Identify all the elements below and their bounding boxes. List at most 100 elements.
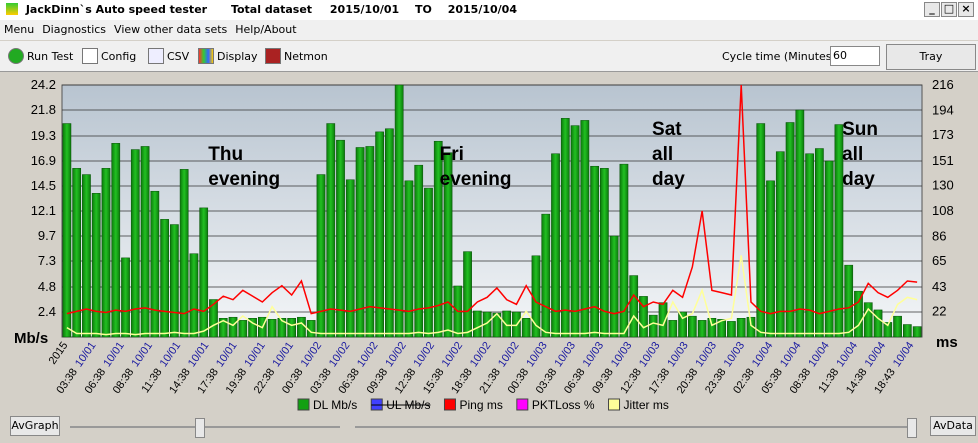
icon — [148, 48, 164, 64]
legend-swatch — [608, 398, 621, 411]
menu-item[interactable]: Diagnostics — [42, 23, 107, 36]
x-time: 03:38 — [54, 366, 80, 395]
x-time: 06:38 — [83, 366, 109, 395]
legend-item: UL Mb/s — [370, 398, 431, 412]
x-date: 10/02 — [299, 340, 325, 369]
bar — [609, 235, 619, 338]
close[interactable]: × — [958, 2, 974, 17]
slider-track — [355, 426, 915, 428]
x-time: 23:38 — [703, 366, 729, 395]
tray-button[interactable]: Tray — [886, 44, 976, 70]
y-tick-label: 24.2 — [31, 77, 56, 92]
dataset: Total dataset — [230, 3, 313, 16]
x-time: 14:38 — [844, 366, 870, 395]
bar — [248, 318, 257, 338]
x-time: 09:38 — [365, 366, 391, 395]
annotation: Sun all day — [842, 119, 878, 190]
annotation-line: Sun — [842, 119, 878, 140]
y2-tick-label: 86 — [932, 229, 946, 244]
tool[interactable]: Netmon — [265, 48, 328, 64]
bar — [414, 164, 424, 338]
x-date: 10/03 — [524, 340, 550, 369]
bar — [590, 165, 599, 338]
menu-item[interactable]: View other data sets — [114, 23, 228, 36]
bar — [893, 315, 902, 338]
y2-tick-label: 151 — [932, 153, 954, 168]
x-date: 10/02 — [327, 340, 353, 369]
x-date: 10/03 — [722, 340, 748, 369]
annotation-line: evening — [440, 169, 512, 190]
minimize[interactable]: _ — [924, 2, 940, 17]
y2-tick-label: 43 — [932, 279, 946, 294]
x-time: 21:38 — [477, 366, 503, 395]
label: Run Test — [27, 49, 74, 63]
x-time: 08:38 — [788, 366, 814, 395]
x-date: 10/03 — [552, 340, 578, 369]
menu-item[interactable]: Menu — [4, 23, 35, 36]
bar — [101, 168, 111, 338]
avdata-button[interactable]: AvData — [930, 416, 976, 436]
bar — [766, 180, 775, 338]
legend-label: PKTLoss % — [532, 398, 595, 412]
y-tick-label: 14.5 — [31, 178, 56, 193]
bar — [287, 318, 297, 338]
annotation: Fri evening — [440, 144, 512, 190]
x-time: 14:38 — [167, 366, 193, 395]
bar — [795, 109, 805, 338]
x-date: 10/02 — [411, 340, 437, 369]
bar — [111, 143, 121, 338]
x-date: 10/01 — [73, 340, 99, 369]
x-time: 06:38 — [336, 366, 362, 395]
window-controls: _ □ × — [924, 2, 974, 17]
cycle-input[interactable]: 60 — [830, 46, 880, 66]
y2-tick-label: 173 — [932, 127, 954, 142]
slider-track — [70, 426, 340, 428]
bar — [502, 310, 512, 338]
icon — [8, 48, 24, 64]
bar — [775, 151, 785, 338]
bar — [385, 128, 394, 338]
bar — [316, 174, 326, 338]
x-date: 10/01 — [186, 340, 212, 369]
bar — [668, 320, 678, 338]
x-date: 10/04 — [750, 340, 776, 369]
bar — [707, 318, 717, 338]
slider-thumb[interactable] — [907, 418, 917, 438]
bar — [912, 326, 922, 338]
bar — [687, 315, 697, 338]
bar — [551, 153, 560, 338]
x-date: 10/04 — [834, 340, 860, 369]
y-axis-label: Mb/s — [14, 330, 48, 347]
legend-item: Jitter ms — [608, 398, 669, 412]
tool[interactable]: Config — [82, 48, 136, 64]
bar — [424, 187, 433, 338]
bar — [121, 257, 130, 338]
avgraph-button[interactable]: AvGraph — [10, 416, 60, 436]
maximize[interactable]: □ — [941, 2, 957, 17]
legend-swatch — [516, 398, 529, 411]
x-time: 17:38 — [647, 366, 673, 395]
tool[interactable]: Run Test — [8, 48, 73, 64]
bar — [140, 146, 150, 338]
x-time: 00:38 — [506, 366, 532, 395]
y2-tick-label: 108 — [932, 203, 954, 218]
bar — [629, 275, 639, 338]
x-time: 08:38 — [111, 366, 137, 395]
menu-item[interactable]: Help/About — [235, 23, 297, 36]
slider-thumb[interactable] — [195, 418, 205, 438]
bar — [678, 311, 687, 338]
icon — [198, 48, 214, 64]
x-time: 11:38 — [139, 366, 164, 395]
y-tick-label: 19.3 — [31, 128, 56, 143]
y-tick-label: 9.7 — [38, 228, 56, 243]
tool[interactable]: CSV — [148, 48, 189, 64]
bar — [130, 149, 140, 338]
bar — [72, 168, 82, 338]
x-time: 18:38 — [449, 366, 475, 395]
tool[interactable]: Display — [198, 48, 258, 64]
bar — [834, 124, 844, 338]
x-date: 10/01 — [129, 340, 155, 369]
bar — [560, 118, 570, 338]
x-date: 10/04 — [863, 340, 889, 369]
y2-tick-label: 216 — [932, 77, 954, 92]
